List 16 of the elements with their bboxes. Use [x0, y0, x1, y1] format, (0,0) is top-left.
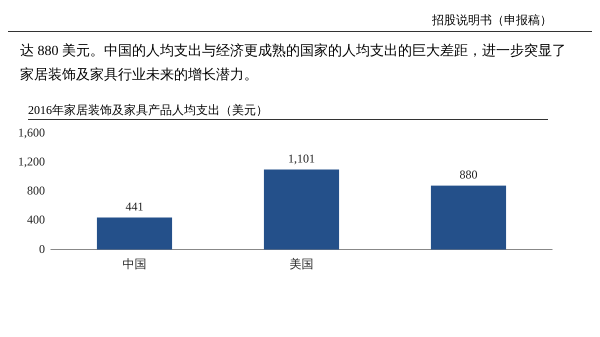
text: 招股说明书（申报稿）: [432, 12, 552, 29]
x-tick-label: 美国: [290, 256, 314, 271]
data-label: 441: [126, 200, 144, 214]
y-tick-label: 1,200: [18, 154, 45, 168]
y-tick-label: 0: [39, 242, 45, 256]
y-tick-label: 400: [27, 212, 45, 227]
data-label: 1,101: [288, 152, 315, 166]
data-label: 880: [460, 168, 478, 182]
x-tick-label: 中国: [122, 256, 146, 271]
bar: [430, 186, 506, 250]
y-tick-label: 1,600: [18, 125, 45, 140]
chart-title: 2016年家居装饰及家具产品人均支出（美元）: [28, 102, 548, 120]
y-tick-label: 800: [27, 184, 45, 198]
bar: [96, 218, 172, 250]
text: 达 880 美元。中国的人均支出与经济更成熟的国家的人均支出的巨大差距，进一步突显了家居装饰及家具行业未来的增长潜力。: [20, 42, 567, 85]
bar: [264, 170, 340, 250]
